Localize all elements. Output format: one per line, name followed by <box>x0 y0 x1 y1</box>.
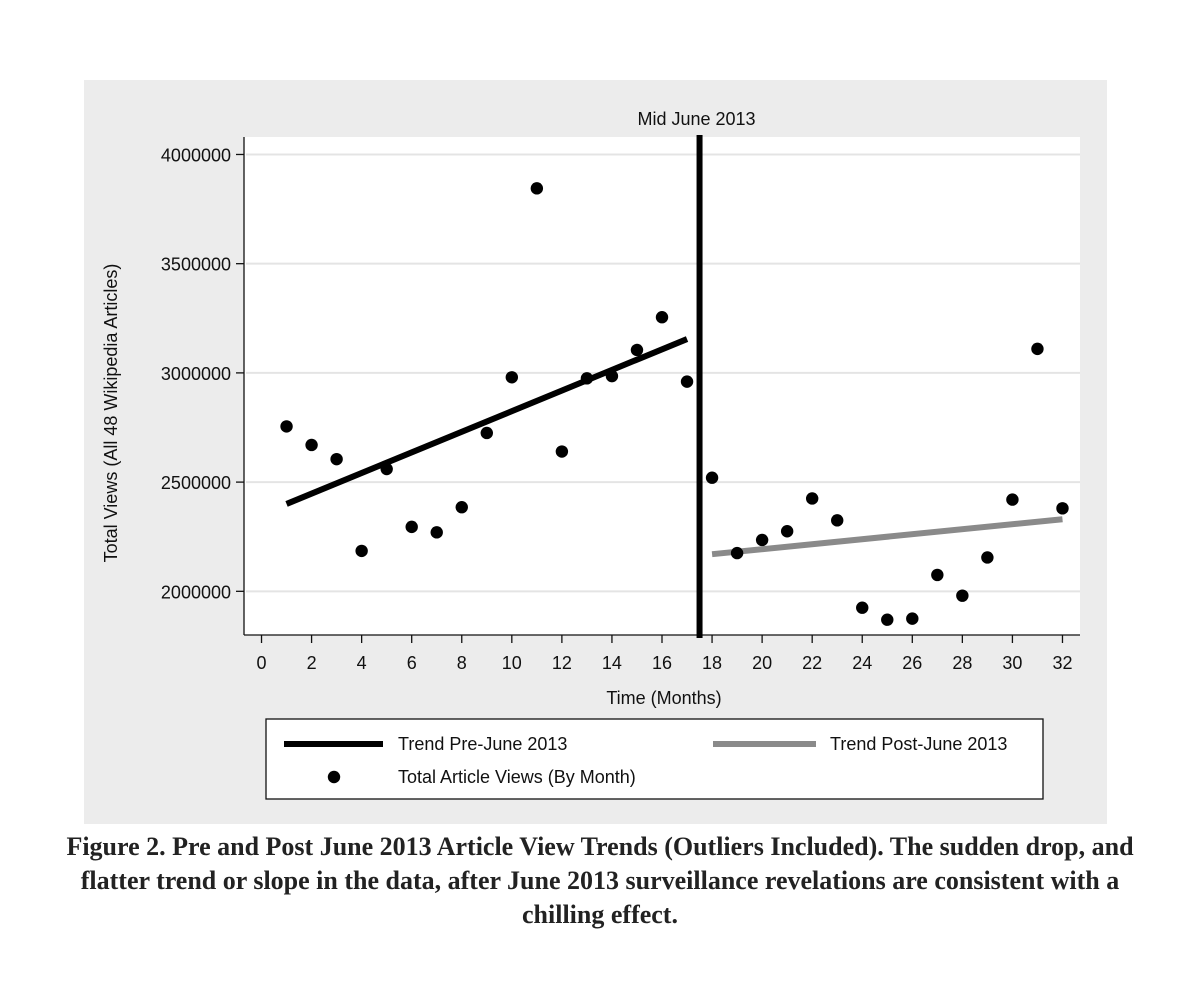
data-point <box>1006 493 1019 506</box>
data-point <box>430 526 443 539</box>
data-point <box>680 375 694 388</box>
x-tick-label: 26 <box>902 653 922 673</box>
annotation-label: Mid June 2013 <box>637 109 755 129</box>
x-tick-label: 24 <box>852 653 872 673</box>
y-axis-title: Total Views (All 48 Wikipedia Articles) <box>101 264 121 563</box>
x-tick-label: 2 <box>307 653 317 673</box>
x-tick-label: 28 <box>952 653 972 673</box>
data-point <box>906 612 919 625</box>
y-tick-label: 3000000 <box>161 364 231 384</box>
data-point <box>480 426 493 440</box>
trend-line-post-june-2013 <box>711 516 1063 558</box>
data-point <box>881 613 894 626</box>
data-point <box>305 438 318 452</box>
data-point <box>455 501 468 514</box>
data-point <box>931 568 944 582</box>
figure-caption: Figure 2. Pre and Post June 2013 Article… <box>66 832 1134 929</box>
data-point <box>630 343 644 357</box>
data-point <box>655 310 669 324</box>
trend-line-pre-june-2013 <box>285 336 689 507</box>
x-tick-label: 22 <box>802 653 822 673</box>
x-tick-label: 14 <box>602 653 622 673</box>
x-tick-label: 4 <box>357 653 367 673</box>
data-point <box>856 601 869 614</box>
data-point <box>956 589 969 602</box>
data-point <box>730 546 744 560</box>
legend-swatch-points <box>327 770 341 784</box>
plot-area <box>244 137 1080 635</box>
x-tick-label: 30 <box>1002 653 1022 673</box>
y-tick-label: 2000000 <box>161 582 231 602</box>
y-tick-label: 4000000 <box>161 145 231 165</box>
data-point <box>280 420 293 433</box>
data-point <box>555 445 569 458</box>
chart: Mid June 2013 2000000 2500000 3000000 35000… <box>101 109 1080 800</box>
data-point <box>380 462 393 476</box>
data-point <box>605 369 619 383</box>
data-point <box>1056 502 1069 515</box>
data-point <box>705 471 719 484</box>
x-tick-label: 32 <box>1052 653 1072 673</box>
y-tick-label: 3500000 <box>161 255 231 275</box>
legend-box <box>265 718 1044 800</box>
data-point <box>780 525 794 538</box>
data-point <box>831 514 844 527</box>
legend-label-post: Trend Post-June 2013 <box>830 734 1007 754</box>
legend-label-points: Total Article Views (By Month) <box>398 767 636 787</box>
data-point <box>755 533 769 547</box>
data-point <box>981 551 994 564</box>
legend-label-pre: Trend Pre-June 2013 <box>398 734 567 754</box>
data-point <box>530 182 544 195</box>
data-point <box>355 544 368 558</box>
x-tick-label: 16 <box>652 653 672 673</box>
data-point <box>330 452 343 466</box>
x-tick-label: 18 <box>702 653 722 673</box>
data-point <box>505 371 519 384</box>
x-tick-label: 0 <box>257 653 267 673</box>
x-tick-label: 10 <box>502 653 522 673</box>
data-point <box>805 492 819 505</box>
x-tick-label: 12 <box>552 653 572 673</box>
chart-panel: Mid June 2013 2000000 2500000 3000000 35000… <box>84 80 1107 824</box>
data-point <box>1031 342 1044 356</box>
x-tick-label: 6 <box>407 653 417 673</box>
data-point <box>405 520 418 534</box>
y-tick-label: 2500000 <box>161 473 231 493</box>
x-tick-label: 20 <box>752 653 772 673</box>
x-axis-title: Time (Months) <box>606 688 721 708</box>
x-tick-label: 8 <box>457 653 467 673</box>
data-point <box>580 372 594 385</box>
